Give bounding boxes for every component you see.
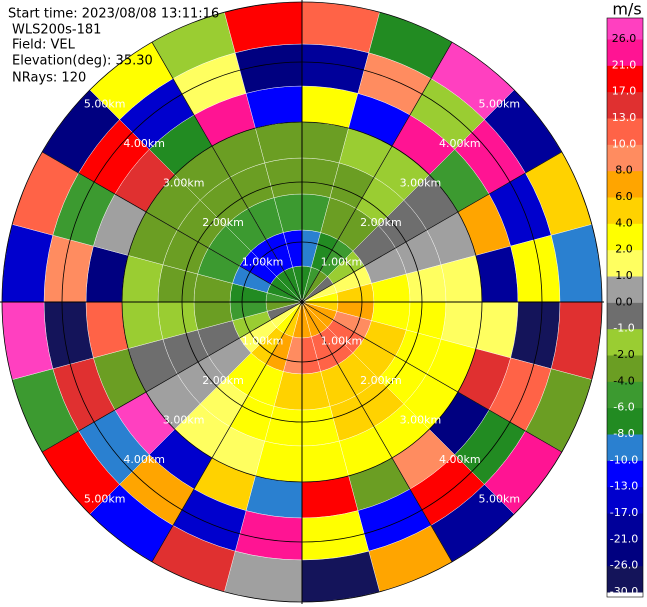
colorbar-title: m/s [612,0,641,19]
range-label: 2.00km [360,216,402,229]
colorbar-swatch [607,223,643,251]
colorbar-tick-label: -21.0 [610,532,638,545]
range-ring [61,61,543,543]
range-label: 3.00km [400,177,442,190]
range-label: 5.00km [478,98,520,111]
range-ring [241,241,363,363]
colorbar-tick-label: 13.0 [612,111,637,124]
colorbar-swatch [607,302,643,330]
colorbar-swatch [607,170,643,198]
spoke [301,301,562,453]
range-label: 1.00km [321,256,363,269]
colorbar-swatch [607,355,643,382]
colorbar-swatch [607,91,643,119]
colorbar-swatch [607,460,643,488]
colorbar-swatch [607,18,643,40]
colorbar-tick-label: 4.0 [615,216,633,229]
range-label: 1.00km [242,334,284,347]
colorbar-tick-label: -26.0 [610,559,638,572]
range-label: 3.00km [163,177,205,190]
spoke [151,42,303,303]
overlay: 1.00km 1.00km 1.00km 1.00km 2.00km 2.00km 2.00… [0,0,604,604]
range-label: 4.00km [439,137,481,150]
colorbar-tick-label: -1.0 [613,322,634,335]
annotation: Field: VEL [12,38,76,53]
colorbar-swatch [607,39,643,66]
colorbar-tick-label: -30.0 [610,585,638,598]
field [1,1,603,603]
colorbar-tick-label: 2.0 [615,243,633,256]
colorbar-tick-label: 6.0 [615,190,633,203]
range-ring [181,181,423,423]
colorbar-tick-label: 8.0 [615,164,633,177]
annotation: NRays: 120 [12,71,86,86]
colorbar-tick-label: 26.0 [612,32,637,45]
colorbar-swatch [607,276,643,303]
annotation: WLS200s-181 [12,23,101,38]
colorbar-tick-label: 10.0 [612,137,637,150]
range-ring [1,1,603,603]
spoke [301,42,453,303]
colorbar-tick-label: -10.0 [610,453,638,466]
range-label: 5.00km [478,492,520,505]
spoke [301,301,453,562]
spoke [42,301,303,453]
range-label: 5.00km [84,98,126,111]
range-label: 4.00km [123,137,165,150]
colorbar-swatch [607,486,643,514]
annotation: Start time: 2023/08/08 13:11:16 [8,7,219,22]
colorbar-swatch [607,118,643,145]
colorbar-swatch [607,434,643,461]
colorbar-tick-label: -8.0 [613,427,634,440]
range-ring [121,121,483,483]
spoke [301,151,562,303]
spoke [42,151,303,303]
colorbar-swatch [607,513,643,540]
colorbar-swatch [607,407,643,435]
colorbar-swatch [607,144,643,172]
colorbar-swatch [607,539,643,567]
colorbar-swatch [607,565,643,593]
colorbar-swatch [607,65,643,93]
range-label: 2.00km [202,216,244,229]
range-label: 3.00km [163,413,205,426]
colorbar-swatch [607,197,643,224]
range-label: 4.00km [123,453,165,466]
range-label: 1.00km [242,256,284,269]
range-label: 5.00km [84,492,126,505]
colorbar-swatch [607,328,643,356]
range-label: 1.00km [321,334,363,347]
colorbar-tick-label: 17.0 [612,85,637,98]
colorbar-tick-label: -4.0 [613,374,634,387]
colorbar-swatch [607,381,643,409]
range-label: 3.00km [400,413,442,426]
colorbar-tick-label: -2.0 [613,348,634,361]
colorbar: -30.0 -26.0 -21.0 -17.0 -13.0 -10.0 -8.0 -6.0 -4… [606,17,644,598]
colorbar-tick-label: -13.0 [610,480,638,493]
colorbar-tick-label: -6.0 [613,401,634,414]
colorbar-tick-label: -17.0 [610,506,638,519]
annotation: Elevation(deg): 35.30 [12,54,153,69]
range-label: 2.00km [202,374,244,387]
spoke [151,301,303,562]
range-label: 2.00km [360,374,402,387]
colorbar-tick-label: 1.0 [615,269,633,282]
colorbar-tick-label: 21.0 [612,58,637,71]
colorbar-frame [606,17,644,598]
range-label: 4.00km [439,453,481,466]
colorbar-swatch [607,249,643,277]
colorbar-tick-label: 0.0 [615,295,633,308]
